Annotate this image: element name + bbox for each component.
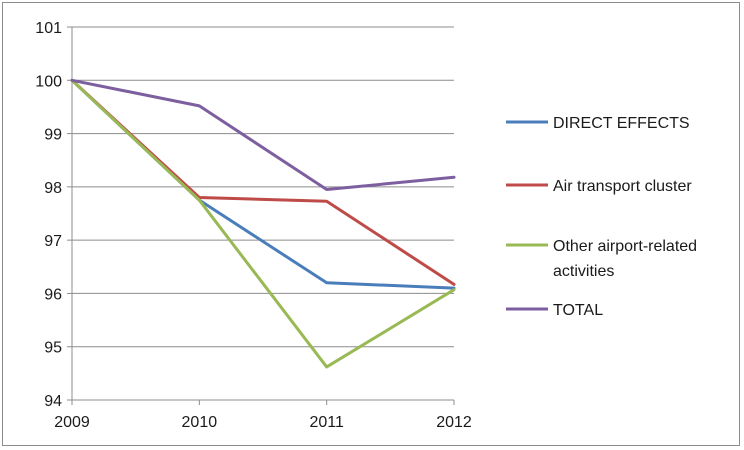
y-tick-label: 95	[44, 340, 62, 357]
axes	[67, 26, 455, 405]
legend-label: Other airport-related	[553, 238, 697, 255]
y-tick-label: 96	[44, 286, 62, 303]
x-tick-label: 2010	[182, 414, 218, 431]
y-tick-label: 97	[44, 233, 62, 250]
x-tick-label: 2012	[436, 414, 472, 431]
y-tick-label: 100	[35, 73, 62, 90]
legend: DIRECT EFFECTS Air transport cluster Other…	[506, 115, 697, 319]
y-tick-label: 101	[35, 20, 62, 37]
legend-label: DIRECT EFFECTS	[553, 115, 690, 132]
chart-frame	[2, 2, 740, 446]
y-tick-label: 94	[44, 393, 62, 410]
x-tick-label: 2009	[54, 414, 90, 431]
legend-label: activities	[553, 263, 614, 280]
y-tick-label: 98	[44, 180, 62, 197]
y-axis-tick-labels: 94 95 96 97 98 99 100 101	[35, 20, 62, 410]
gridlines	[72, 26, 454, 348]
legend-label: TOTAL	[553, 302, 603, 319]
x-axis-tick-labels: 2009 2010 2011 2012	[54, 414, 472, 431]
y-tick-label: 99	[44, 127, 62, 144]
series-line-4	[70, 78, 456, 192]
series-line-3	[70, 78, 456, 369]
x-tick-label: 2011	[309, 414, 344, 431]
legend-label: Air transport cluster	[553, 178, 692, 195]
series-lines	[70, 78, 456, 369]
